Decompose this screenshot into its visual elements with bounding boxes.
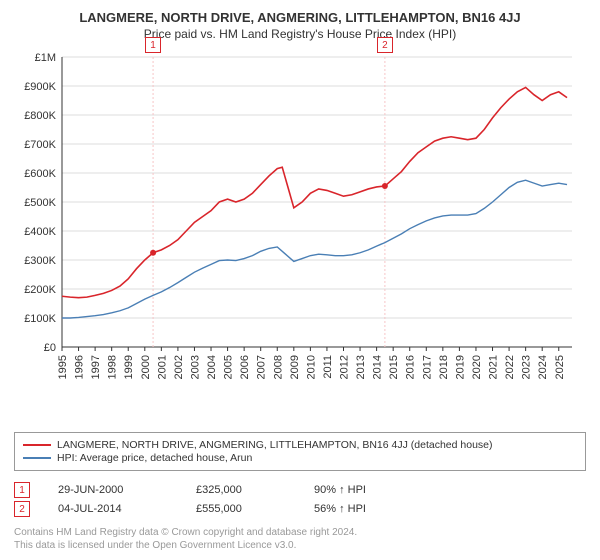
- svg-text:£200K: £200K: [24, 284, 56, 296]
- sale-badge: 1: [14, 482, 30, 498]
- svg-text:£100K: £100K: [24, 313, 56, 325]
- svg-text:2015: 2015: [388, 355, 400, 379]
- svg-text:2003: 2003: [189, 355, 201, 379]
- sale-badge: 2: [14, 501, 30, 517]
- svg-text:2016: 2016: [405, 355, 417, 379]
- svg-text:£500K: £500K: [24, 197, 56, 209]
- sales-table: 1 29-JUN-2000 £325,000 90% ↑ HPI 2 04-JUL-201…: [14, 479, 586, 520]
- sale-price: £325,000: [196, 484, 286, 496]
- svg-text:2012: 2012: [338, 355, 350, 379]
- svg-text:2024: 2024: [537, 355, 549, 379]
- svg-text:2004: 2004: [206, 355, 218, 379]
- chart-marker-badge: 1: [145, 37, 161, 53]
- svg-text:2000: 2000: [140, 355, 152, 379]
- sale-delta: 90% ↑ HPI: [314, 484, 366, 496]
- svg-text:£400K: £400K: [24, 226, 56, 238]
- svg-text:2025: 2025: [554, 355, 566, 379]
- legend-label: HPI: Average price, detached house, Arun: [57, 452, 252, 464]
- svg-text:2011: 2011: [322, 355, 334, 379]
- svg-text:2001: 2001: [156, 355, 168, 379]
- svg-text:1995: 1995: [57, 355, 69, 379]
- line-chart: £0 £100K £200K £300K £400K £500K £600K £700K £80…: [14, 49, 586, 379]
- svg-text:2014: 2014: [372, 355, 384, 379]
- footer-line: This data is licensed under the Open Gov…: [14, 539, 586, 552]
- svg-text:1999: 1999: [123, 355, 135, 379]
- svg-text:2005: 2005: [223, 355, 235, 379]
- svg-text:2008: 2008: [272, 355, 284, 379]
- chart-marker-badge: 2: [377, 37, 393, 53]
- svg-text:1997: 1997: [90, 355, 102, 379]
- legend-swatch: [23, 444, 51, 446]
- svg-text:2002: 2002: [173, 355, 185, 379]
- svg-text:£600K: £600K: [24, 168, 56, 180]
- svg-text:2023: 2023: [521, 355, 533, 379]
- svg-text:2020: 2020: [471, 355, 483, 379]
- page-subtitle: Price paid vs. HM Land Registry's House …: [14, 27, 586, 41]
- svg-text:£700K: £700K: [24, 139, 56, 151]
- chart-container: £0 £100K £200K £300K £400K £500K £600K £700K £80…: [14, 49, 586, 426]
- svg-text:2006: 2006: [239, 355, 251, 379]
- svg-text:2007: 2007: [256, 355, 268, 379]
- svg-text:2018: 2018: [438, 355, 450, 379]
- svg-text:2009: 2009: [289, 355, 301, 379]
- svg-text:2022: 2022: [504, 355, 516, 379]
- footer-attribution: Contains HM Land Registry data © Crown c…: [14, 526, 586, 552]
- svg-text:£800K: £800K: [24, 110, 56, 122]
- svg-text:2021: 2021: [488, 355, 500, 379]
- legend-box: LANGMERE, NORTH DRIVE, ANGMERING, LITTLE…: [14, 432, 586, 471]
- svg-text:£900K: £900K: [24, 81, 56, 93]
- legend-item: HPI: Average price, detached house, Arun: [23, 452, 577, 464]
- sale-row: 1 29-JUN-2000 £325,000 90% ↑ HPI: [14, 482, 586, 498]
- legend-label: LANGMERE, NORTH DRIVE, ANGMERING, LITTLE…: [57, 439, 493, 451]
- sale-row: 2 04-JUL-2014 £555,000 56% ↑ HPI: [14, 501, 586, 517]
- legend-swatch: [23, 457, 51, 459]
- footer-line: Contains HM Land Registry data © Crown c…: [14, 526, 586, 539]
- svg-text:2017: 2017: [421, 355, 433, 379]
- page-title: LANGMERE, NORTH DRIVE, ANGMERING, LITTLE…: [14, 10, 586, 25]
- sale-price: £555,000: [196, 503, 286, 515]
- sale-date: 29-JUN-2000: [58, 484, 168, 496]
- svg-text:1996: 1996: [74, 355, 86, 379]
- svg-text:2013: 2013: [355, 355, 367, 379]
- legend-item: LANGMERE, NORTH DRIVE, ANGMERING, LITTLE…: [23, 439, 577, 451]
- svg-text:£0: £0: [44, 342, 56, 354]
- svg-text:£1M: £1M: [35, 52, 56, 64]
- svg-text:1998: 1998: [107, 355, 119, 379]
- sale-date: 04-JUL-2014: [58, 503, 168, 515]
- svg-text:2010: 2010: [305, 355, 317, 379]
- svg-text:2019: 2019: [454, 355, 466, 379]
- sale-delta: 56% ↑ HPI: [314, 503, 366, 515]
- svg-text:£300K: £300K: [24, 255, 56, 267]
